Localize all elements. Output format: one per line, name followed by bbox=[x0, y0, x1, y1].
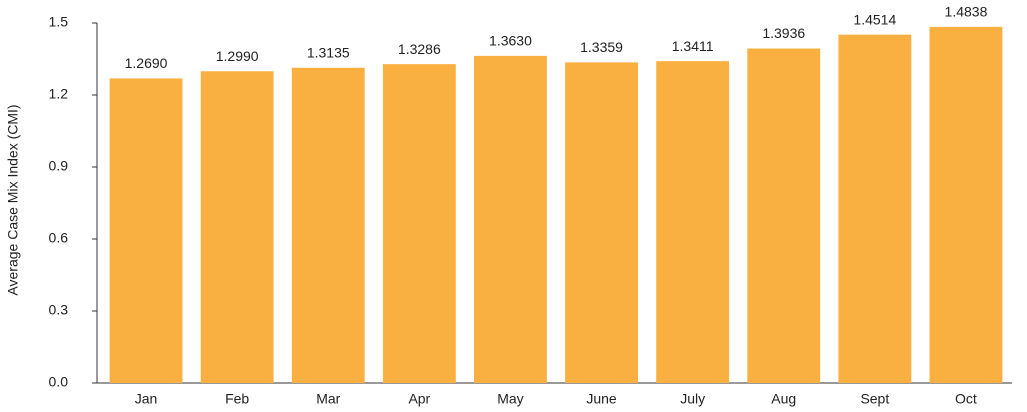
y-tick-label: 0.0 bbox=[49, 374, 69, 390]
value-label: 1.3286 bbox=[398, 41, 441, 57]
bar bbox=[200, 71, 274, 384]
bar bbox=[291, 67, 365, 383]
y-tick-label: 0.3 bbox=[49, 302, 69, 318]
y-tick-label: 0.6 bbox=[49, 230, 69, 246]
value-label: 1.4838 bbox=[945, 4, 988, 20]
x-tick-label: May bbox=[497, 391, 523, 407]
value-label: 1.4514 bbox=[853, 11, 896, 27]
x-tick-label: July bbox=[680, 391, 705, 407]
x-tick-label: June bbox=[586, 391, 617, 407]
bar bbox=[838, 34, 912, 383]
x-tick-label: Mar bbox=[316, 391, 340, 407]
value-label: 1.3411 bbox=[672, 38, 714, 54]
y-tick-label: 1.2 bbox=[49, 86, 69, 102]
value-label: 1.3630 bbox=[489, 33, 532, 49]
value-label: 1.2690 bbox=[125, 55, 168, 71]
value-label: 1.2990 bbox=[216, 48, 259, 64]
bar bbox=[474, 55, 547, 383]
x-tick-label: Feb bbox=[225, 391, 249, 407]
y-tick-label: 1.5 bbox=[49, 14, 69, 30]
value-label: 1.3936 bbox=[762, 25, 805, 41]
x-tick-label: Jan bbox=[135, 391, 158, 407]
x-tick-label: Aug bbox=[771, 391, 796, 407]
value-label: 1.3359 bbox=[580, 39, 623, 55]
bar bbox=[109, 78, 183, 383]
bar bbox=[382, 64, 456, 384]
x-tick-label: Apr bbox=[408, 391, 430, 407]
bar bbox=[929, 26, 1003, 383]
x-tick-label: Sept bbox=[860, 391, 889, 407]
bar bbox=[565, 62, 638, 383]
bar bbox=[747, 48, 821, 383]
y-axis-label: Average Case Mix Index (CMI) bbox=[5, 104, 21, 295]
x-tick-label: Oct bbox=[955, 391, 977, 407]
y-tick-label: 0.9 bbox=[49, 158, 69, 174]
value-label: 1.3135 bbox=[307, 44, 350, 60]
bar bbox=[656, 61, 730, 384]
